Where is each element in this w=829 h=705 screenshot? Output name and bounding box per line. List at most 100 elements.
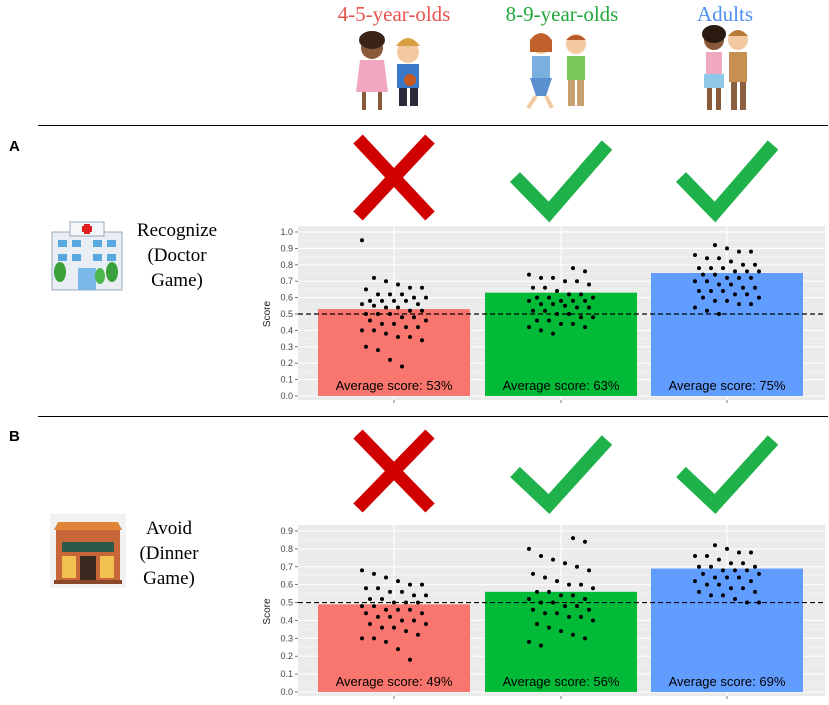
y-tick-label: 0.6 (280, 580, 293, 590)
data-point (408, 657, 412, 662)
data-point (384, 279, 388, 284)
data-point (591, 295, 595, 300)
data-point (547, 625, 551, 630)
data-point (384, 331, 388, 336)
data-point (693, 279, 697, 284)
data-point (701, 295, 705, 300)
data-point (575, 564, 579, 569)
data-point (575, 305, 579, 310)
data-point (547, 295, 551, 300)
data-point (559, 629, 563, 634)
data-point (563, 561, 567, 566)
data-point (420, 285, 424, 290)
data-point (380, 596, 384, 601)
data-point (745, 292, 749, 297)
y-tick-label: 0.4 (280, 325, 293, 335)
data-point (412, 295, 416, 300)
separator-top (38, 125, 828, 126)
data-point (551, 331, 555, 336)
separator-middle (38, 416, 828, 417)
data-point (741, 262, 745, 267)
data-point (705, 308, 709, 313)
data-point (583, 539, 587, 544)
adults-icon (702, 25, 748, 110)
y-tick-label: 0.0 (280, 391, 293, 401)
data-point (360, 568, 364, 573)
data-point (587, 607, 591, 612)
data-point (563, 604, 567, 609)
data-point (725, 546, 729, 551)
data-point (697, 589, 701, 594)
data-point (400, 315, 404, 320)
cross-icon (353, 429, 435, 513)
data-point (729, 282, 733, 287)
data-point (697, 266, 701, 271)
data-point (372, 303, 376, 308)
data-point (539, 302, 543, 307)
data-point (388, 614, 392, 619)
data-point (729, 586, 733, 591)
condition-line: Recognize (136, 220, 218, 241)
data-point (693, 305, 697, 310)
data-point (757, 295, 761, 300)
data-point (591, 586, 595, 591)
data-point (424, 593, 428, 598)
data-point (424, 295, 428, 300)
data-point (404, 629, 408, 634)
data-point (384, 639, 388, 644)
chart-panel-b: 0.0 0.1 0.2 0.3 0.4 0.5 0.6 0.7 0.8 0.9 Score Avera… (262, 429, 825, 699)
data-point (713, 575, 717, 580)
y-tick-label: 0.5 (280, 598, 293, 608)
y-axis-label: Score (262, 598, 273, 625)
data-point (380, 321, 384, 326)
data-point (396, 607, 400, 612)
data-point (693, 579, 697, 584)
y-tick-label: 0.2 (280, 651, 293, 661)
data-point (408, 582, 412, 587)
data-point (360, 604, 364, 609)
data-point (372, 636, 376, 641)
data-point (416, 302, 420, 307)
data-point (571, 536, 575, 541)
data-point (539, 554, 543, 559)
bar (651, 568, 803, 692)
data-point (749, 249, 753, 254)
data-point (701, 571, 705, 576)
data-point (717, 256, 721, 261)
data-point (555, 289, 559, 294)
data-point (563, 303, 567, 308)
data-point (733, 292, 737, 297)
data-point (745, 568, 749, 573)
y-tick-label: 1.0 (280, 227, 293, 237)
data-point (713, 543, 717, 548)
data-point (733, 596, 737, 601)
data-point (737, 275, 741, 280)
hospital-icon (51, 221, 123, 291)
data-point (567, 292, 571, 297)
data-point (579, 315, 583, 320)
data-point (587, 568, 591, 573)
data-point (693, 554, 697, 559)
data-point (705, 554, 709, 559)
data-point (583, 596, 587, 601)
data-point (527, 639, 531, 644)
data-point (721, 289, 725, 294)
data-point (567, 312, 571, 316)
data-point (705, 279, 709, 284)
data-point (527, 298, 531, 303)
data-point (531, 308, 535, 313)
data-point (543, 575, 547, 580)
data-point (725, 246, 729, 251)
data-point (753, 262, 757, 267)
data-point (705, 256, 709, 261)
data-point (392, 321, 396, 326)
data-point (424, 318, 428, 323)
y-tick-label: 0.2 (280, 358, 293, 368)
data-point (396, 579, 400, 584)
data-point (737, 249, 741, 254)
data-point (587, 282, 591, 287)
data-point (539, 643, 543, 648)
data-point (749, 550, 753, 555)
data-point (567, 614, 571, 619)
data-point (745, 269, 749, 274)
